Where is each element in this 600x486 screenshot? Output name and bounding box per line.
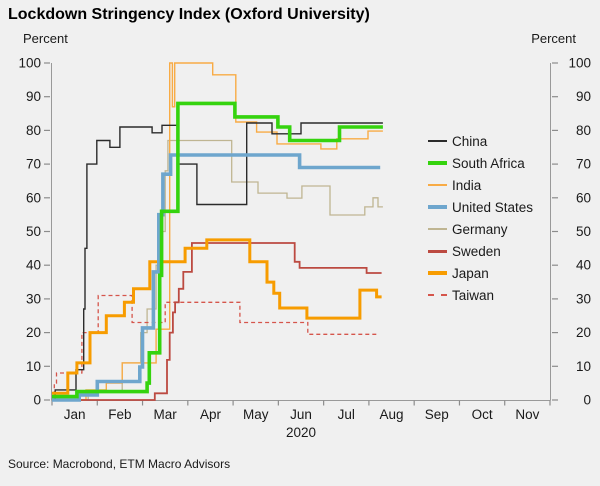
legend-item-japan: Japan bbox=[428, 262, 533, 284]
y-tick-label-right: 40 bbox=[576, 258, 591, 273]
y-tick-label-right: 30 bbox=[576, 291, 591, 306]
y-tick-label-right: 70 bbox=[576, 157, 591, 172]
chart-title: Lockdown Stringency Index (Oxford Univer… bbox=[8, 6, 370, 23]
legend-line-sample-india bbox=[428, 184, 447, 186]
y-axis-unit-right: Percent bbox=[531, 31, 576, 46]
legend-line-sample-sweden bbox=[428, 249, 447, 253]
legend-item-china: China bbox=[428, 130, 533, 152]
legend-label-india: India bbox=[452, 177, 482, 193]
legend-line-sample-germany bbox=[428, 228, 447, 230]
y-tick-label-right: 20 bbox=[576, 325, 591, 340]
legend-label-germany: Germany bbox=[452, 221, 508, 237]
series-line-china bbox=[52, 122, 383, 401]
legend-item-india: India bbox=[428, 174, 533, 196]
series-line-india bbox=[52, 62, 383, 401]
x-tick-label: Apr bbox=[200, 407, 222, 422]
y-tick-label-left: 10 bbox=[26, 359, 41, 374]
x-tick-label: Feb bbox=[108, 407, 131, 422]
y-tick-label-right: 50 bbox=[576, 224, 591, 239]
y-tick-label-left: 30 bbox=[26, 291, 41, 306]
y-tick-label-left: 100 bbox=[18, 56, 41, 71]
legend-item-germany: Germany bbox=[428, 218, 533, 240]
series-line-sweden bbox=[52, 242, 382, 401]
legend-label-sweden: Sweden bbox=[452, 243, 501, 259]
y-tick-label-left: 20 bbox=[26, 325, 41, 340]
x-tick-label: Jan bbox=[64, 407, 86, 422]
y-tick-label-left: 70 bbox=[26, 157, 41, 172]
y-tick-label-right: 0 bbox=[583, 393, 591, 408]
legend-label-taiwan: Taiwan bbox=[452, 287, 495, 303]
y-tick-label-right: 10 bbox=[576, 359, 591, 374]
y-tick-label-right: 60 bbox=[576, 190, 591, 205]
y-tick-label-right: 80 bbox=[576, 123, 591, 138]
source-note: Source: Macrobond, ETM Macro Advisors bbox=[8, 457, 231, 471]
legend-line-sample-south-africa bbox=[428, 161, 447, 165]
y-tick-label-left: 50 bbox=[26, 224, 41, 239]
x-tick-label: May bbox=[243, 407, 269, 422]
series-line-germany bbox=[52, 139, 383, 401]
x-tick-label: Jun bbox=[290, 407, 312, 422]
x-tick-label: Mar bbox=[154, 407, 178, 422]
y-axis-unit-left: Percent bbox=[23, 31, 68, 46]
legend: China South Africa India United States Germa… bbox=[428, 130, 533, 306]
x-tick-label: Aug bbox=[380, 407, 404, 422]
series-line-japan bbox=[52, 238, 382, 395]
legend-label-united-states: United States bbox=[452, 199, 534, 215]
series-line-united-states bbox=[52, 153, 381, 402]
legend-item-south-africa: South Africa bbox=[428, 152, 533, 174]
legend-item-sweden: Sweden bbox=[428, 240, 533, 262]
series-line-taiwan bbox=[52, 294, 377, 401]
x-tick-label: Jul bbox=[338, 407, 355, 422]
legend-line-sample-china bbox=[428, 140, 447, 142]
legend-label-china: China bbox=[452, 133, 488, 149]
y-tick-label-right: 90 bbox=[576, 89, 591, 104]
series-line-south-africa bbox=[52, 101, 383, 399]
y-tick-label-left: 0 bbox=[33, 393, 41, 408]
y-tick-label-right: 100 bbox=[568, 56, 591, 71]
legend-line-sample-japan bbox=[428, 271, 447, 275]
x-tick-label: Nov bbox=[515, 407, 539, 422]
y-tick-label-left: 60 bbox=[26, 190, 41, 205]
x-tick-label: Sep bbox=[425, 407, 449, 422]
x-tick-label: Oct bbox=[472, 407, 493, 422]
y-tick-label-left: 40 bbox=[26, 258, 41, 273]
y-tick-label-left: 80 bbox=[26, 123, 41, 138]
legend-line-sample-taiwan bbox=[428, 294, 447, 296]
legend-line-sample-united-states bbox=[428, 205, 447, 209]
legend-label-south-africa: South Africa bbox=[452, 155, 525, 171]
legend-item-united-states: United States bbox=[428, 196, 533, 218]
x-axis-year-label: 2020 bbox=[286, 425, 316, 440]
y-tick-label-left: 90 bbox=[26, 89, 41, 104]
legend-label-japan: Japan bbox=[452, 265, 489, 281]
legend-item-taiwan: Taiwan bbox=[428, 284, 533, 306]
